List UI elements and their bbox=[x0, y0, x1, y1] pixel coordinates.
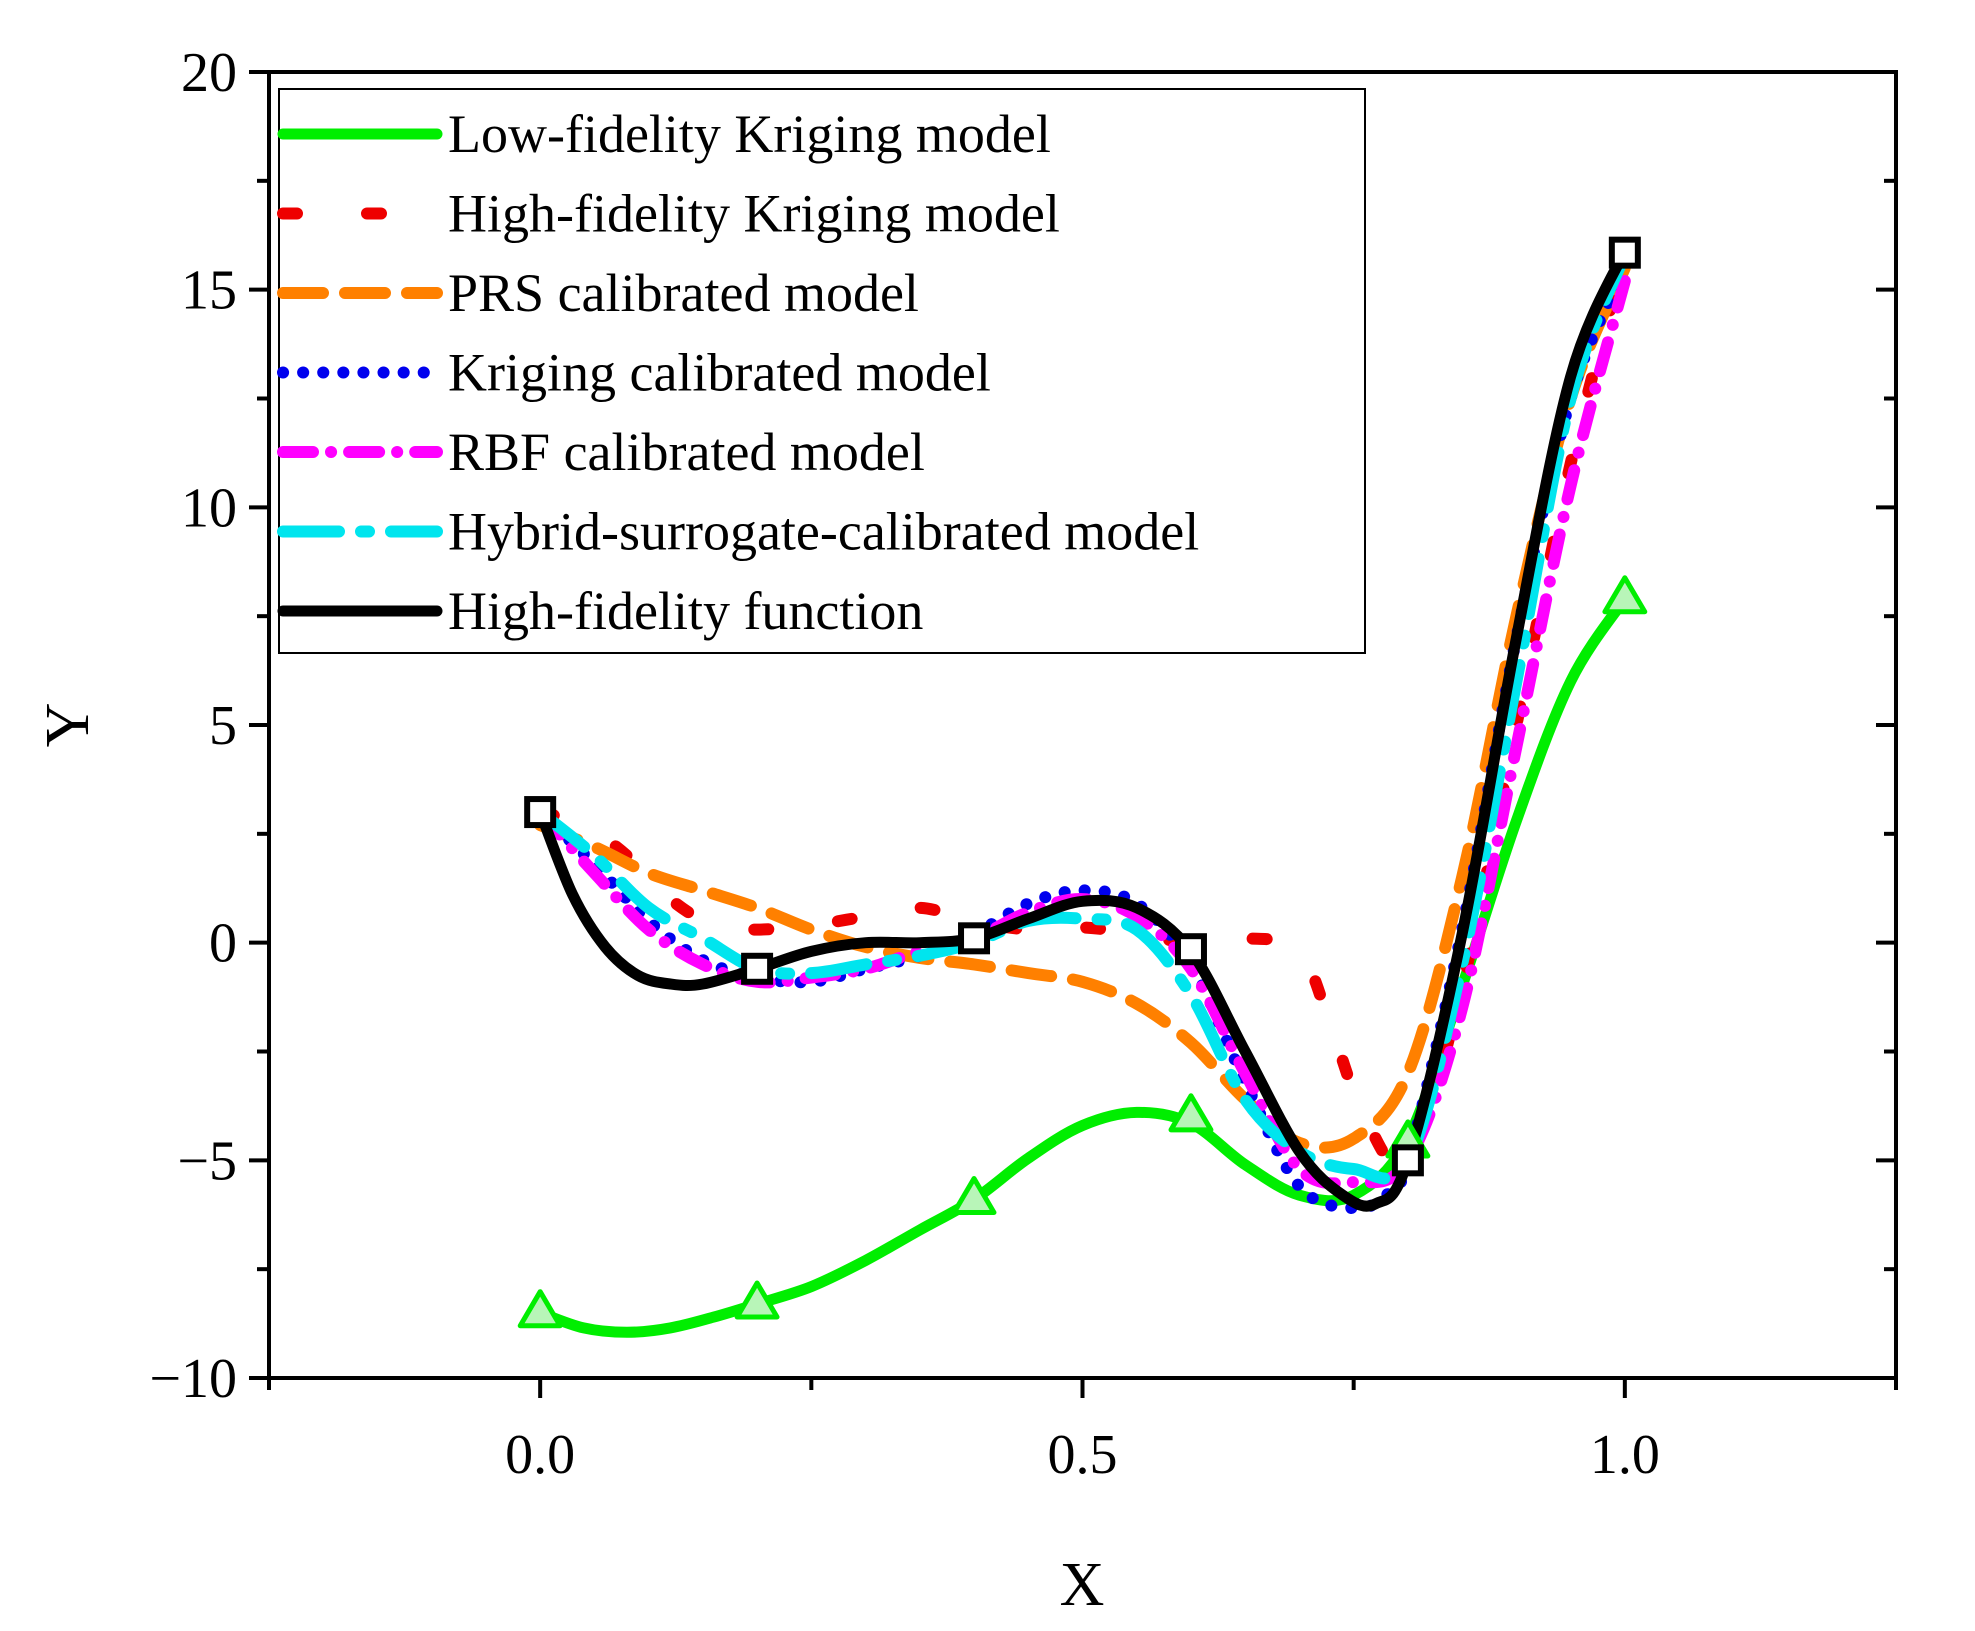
legend-label-rbf-calibrated-model: RBF calibrated model bbox=[448, 422, 925, 482]
marker-square bbox=[958, 922, 991, 955]
y-tick-label: 5 bbox=[209, 695, 237, 757]
marker-square bbox=[1608, 236, 1641, 269]
legend-label-hybrid-surrogate-calibrated-model: Hybrid-surrogate-calibrated model bbox=[448, 502, 1199, 562]
series-line-high-fidelity-function bbox=[534, 245, 1631, 1212]
marker-triangle bbox=[734, 1280, 780, 1320]
y-tick-label: −5 bbox=[177, 1130, 237, 1192]
legend-label-prs-calibrated-model: PRS calibrated model bbox=[448, 263, 919, 323]
marker-triangle bbox=[1168, 1093, 1214, 1133]
y-tick-label: 15 bbox=[181, 260, 237, 322]
y-tick-label: 20 bbox=[181, 42, 237, 104]
marker-square bbox=[741, 952, 774, 985]
y-tick-label: 10 bbox=[181, 477, 237, 539]
y-tick-label: −10 bbox=[149, 1348, 237, 1410]
marker-triangle bbox=[517, 1289, 563, 1329]
marker-triangle bbox=[1602, 575, 1648, 615]
x-tick-label: 1.0 bbox=[1590, 1424, 1660, 1486]
y-axis-title: Y bbox=[34, 703, 102, 748]
legend-box bbox=[278, 88, 1366, 654]
legend-label-high-fidelity-function: High-fidelity function bbox=[448, 581, 923, 641]
legend-label-high-fidelity-kriging-model: High-fidelity Kriging model bbox=[448, 184, 1060, 244]
marker-triangle bbox=[951, 1176, 997, 1216]
x-tick-label: 0.5 bbox=[1048, 1424, 1118, 1486]
legend: Low-fidelity Kriging model High-fidelity … bbox=[277, 88, 1366, 654]
marker-square bbox=[524, 796, 557, 829]
marker-layer bbox=[517, 236, 1648, 1329]
marker-square bbox=[1174, 933, 1207, 966]
marker-square bbox=[1391, 1144, 1424, 1177]
series-line-prs-calibrated-model bbox=[534, 261, 1631, 1154]
axes-layer: 0.0 0.5 1.0 −10 −5 0 5 10 15 20 bbox=[149, 42, 1898, 1486]
x-axis-title: X bbox=[1060, 1551, 1105, 1619]
legend-label-low-fidelity-kriging-model: Low-fidelity Kriging model bbox=[448, 104, 1051, 164]
x-tick-label: 0.0 bbox=[505, 1424, 575, 1486]
legend-label-kriging-calibrated-model: Kriging calibrated model bbox=[448, 343, 991, 403]
y-tick-label: 0 bbox=[209, 913, 237, 975]
